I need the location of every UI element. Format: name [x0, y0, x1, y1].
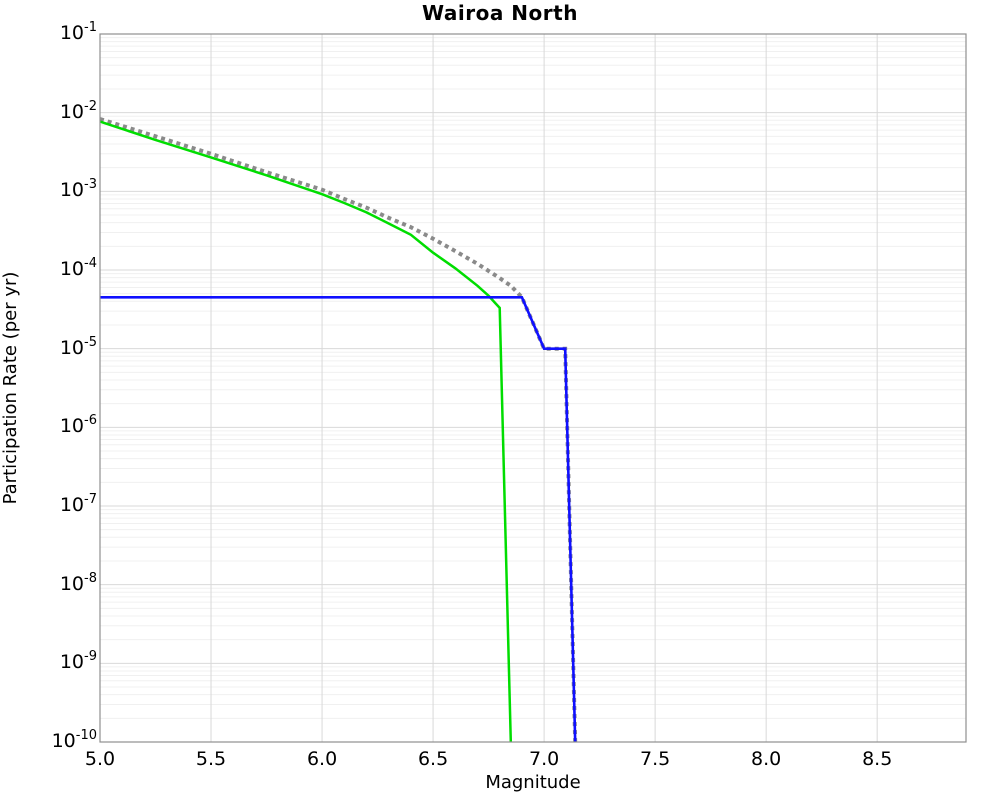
y-tick-label-1e-8: 10-8: [59, 570, 97, 595]
plot-frame: [99, 33, 967, 743]
major-gridlines: [100, 33, 966, 743]
y-tick-label-1e-3: 10-3: [59, 177, 97, 202]
series-blue-stepped-line: [100, 296, 577, 743]
y-tick-label-1e-4: 10-4: [59, 256, 97, 280]
x-tick-label-6.0: 6.0: [306, 748, 338, 770]
y-tick-label-1e-10: 10-10: [51, 728, 97, 752]
y-tick-label-1e-7: 10-7: [59, 492, 97, 516]
x-axis-label: Magnitude: [485, 772, 581, 793]
x-tick-label-5.0: 5.0: [84, 748, 116, 770]
y-tick-label-1e-5: 10-5: [59, 334, 97, 359]
y-tick-label-1e-1: 10-1: [59, 20, 97, 44]
y-tick-label-1e-6: 10-6: [59, 413, 97, 438]
minor-gridlines: [100, 37, 966, 719]
x-tick-label-6.5: 6.5: [417, 748, 449, 770]
x-tick-label-7.0: 7.0: [528, 748, 560, 770]
series-green-solid-curve: [99, 120, 513, 743]
x-tick-label-8.0: 8.0: [751, 748, 782, 770]
x-tick-label-7.5: 7.5: [640, 748, 671, 770]
x-tick-label-5.5: 5.5: [195, 748, 227, 770]
y-tick-label-1e-9: 10-9: [59, 649, 97, 674]
x-tick-label-8.5: 8.5: [862, 748, 893, 770]
chart-title: Wairoa North: [422, 1, 578, 25]
y-tick-label-1e-2: 10-2: [59, 98, 97, 123]
